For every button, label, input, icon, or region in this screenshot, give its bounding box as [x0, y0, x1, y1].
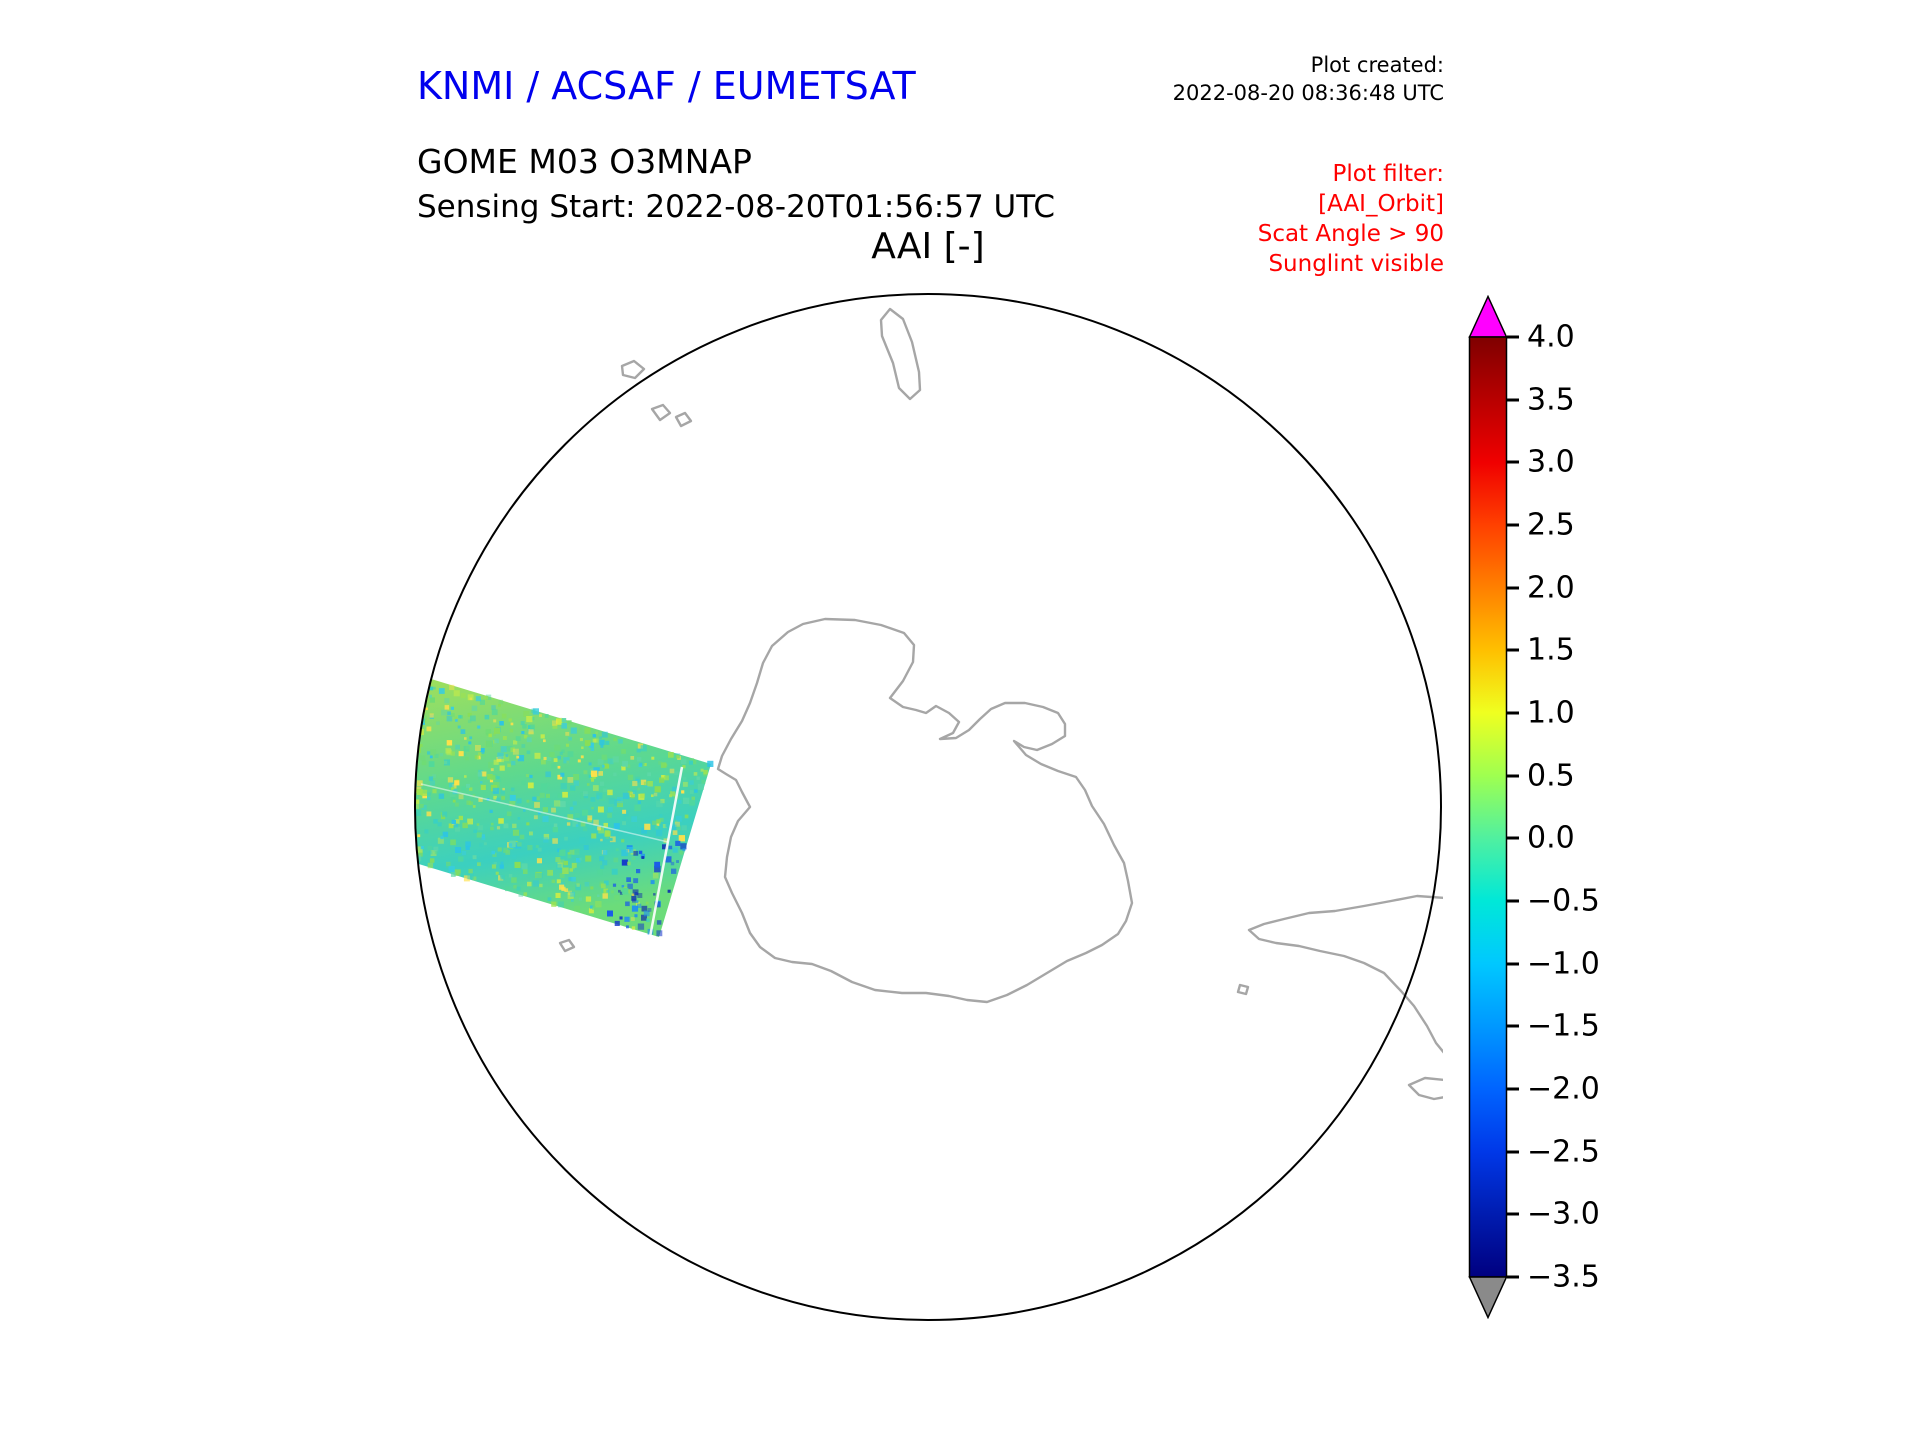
colorbar-tick-mark [1507, 711, 1519, 715]
colorbar-ticks: 4.0 3.5 3.0 2.5 2.0 1.5 1.0 0.5 0.0 −0.5 −1.0 −1.5 −… [1507, 320, 1677, 1295]
colorbar-tick-label: 4.0 [1527, 319, 1575, 355]
colorbar-tick-mark [1507, 836, 1519, 840]
org-title: KNMI / ACSAF / EUMETSAT [417, 64, 916, 108]
colorbar-tick-label: 3.0 [1527, 444, 1575, 480]
colorbar-tick-mark [1507, 586, 1519, 590]
colorbar-tick-label: −1.0 [1527, 946, 1600, 982]
colorbar-tick: −3.0 [1507, 1197, 1600, 1232]
sensing-start: Sensing Start: 2022-08-20T01:56:57 UTC [417, 189, 1055, 225]
colorbar-tick-mark [1507, 1212, 1519, 1216]
plot-created: Plot created: 2022-08-20 08:36:48 UTC [1173, 52, 1444, 107]
product-title: GOME M03 O3MNAP [417, 142, 752, 181]
colorbar-over-arrow [1468, 295, 1508, 338]
colorbar-tick-mark [1507, 962, 1519, 966]
colorbar-tick-label: −2.0 [1527, 1071, 1600, 1107]
colorbar-tick: 3.0 [1507, 445, 1575, 480]
island-outline-north [879, 307, 922, 401]
colorbar-tick-mark [1507, 398, 1519, 402]
colorbar-tick-label: −2.5 [1527, 1134, 1600, 1170]
colorbar-tick-mark [1507, 1087, 1519, 1091]
colorbar-tick-label: 2.5 [1527, 507, 1575, 543]
colorbar-tick-label: −3.5 [1527, 1259, 1600, 1295]
colorbar-tick-label: 3.5 [1527, 382, 1575, 418]
colorbar-tick-mark [1507, 460, 1519, 464]
islet-outline [1236, 983, 1250, 996]
plot-created-label: Plot created: [1310, 53, 1444, 77]
island-outline-small-3 [674, 411, 693, 428]
colorbar-tick: −1.5 [1507, 1009, 1600, 1044]
colorbar-tick-mark [1507, 899, 1519, 903]
colorbar-tick-label: 1.5 [1527, 632, 1575, 668]
island-outline-small-1 [620, 359, 646, 380]
colorbar-tick: −1.0 [1507, 946, 1600, 981]
colorbar-tick-mark [1507, 1275, 1519, 1279]
colorbar-tick: 2.5 [1507, 508, 1575, 543]
polar-map-svg [414, 293, 1447, 1321]
colorbar-tick-label: −3.0 [1527, 1196, 1600, 1232]
colorbar-tick: −2.5 [1507, 1134, 1600, 1169]
colorbar-tick-mark [1507, 335, 1519, 339]
colorbar-tick: −3.5 [1507, 1260, 1600, 1295]
colorbar-tick: 4.0 [1507, 320, 1575, 355]
colorbar-gradient [1468, 336, 1508, 1278]
colorbar-tick: 3.5 [1507, 382, 1575, 417]
colorbar-tick: 0.5 [1507, 758, 1575, 793]
colorbar-tick-label: 0.5 [1527, 758, 1575, 794]
south-america-coastline [1247, 894, 1447, 1056]
colorbar: 4.0 3.5 3.0 2.5 2.0 1.5 1.0 0.5 0.0 −0.5 −1.0 −1.5 −… [1468, 295, 1688, 1325]
colorbar-tick-label: 2.0 [1527, 570, 1575, 606]
colorbar-tick-mark [1507, 648, 1519, 652]
colorbar-tick-label: −1.5 [1527, 1008, 1600, 1044]
colorbar-tick: −0.5 [1507, 884, 1600, 919]
filter-line: [AAI_Orbit] [1318, 190, 1444, 217]
colorbar-tick-mark [1507, 523, 1519, 527]
colorbar-tick: −2.0 [1507, 1072, 1600, 1107]
colorbar-under-arrow [1468, 1276, 1508, 1319]
filter-line: Sunglint visible [1268, 250, 1444, 277]
colorbar-tick: 1.5 [1507, 633, 1575, 668]
swath-speckles [415, 676, 714, 937]
colorbar-tick-label: −0.5 [1527, 883, 1600, 919]
colorbar-tick-label: 0.0 [1527, 820, 1575, 856]
colorbar-svg [1468, 295, 1508, 1319]
swath-gap-line-faint [420, 783, 669, 843]
colorbar-tick-mark [1507, 774, 1519, 778]
plot-created-time: 2022-08-20 08:36:48 UTC [1172, 80, 1444, 105]
colorbar-tick: 2.0 [1507, 570, 1575, 605]
colorbar-tick: 0.0 [1507, 821, 1575, 856]
colorbar-tick-mark [1507, 1024, 1519, 1028]
antarctica-coastline [716, 617, 1134, 1004]
colorbar-tick: 1.0 [1507, 696, 1575, 731]
plot-title: AAI [-] [871, 226, 985, 267]
island-outline-small-2 [650, 403, 672, 422]
swath-gap-line [648, 766, 684, 938]
colorbar-tick-label: 1.0 [1527, 695, 1575, 731]
colorbar-tick-mark [1507, 1150, 1519, 1154]
filter-line: Plot filter: [1332, 161, 1444, 187]
island-outline-small-4 [558, 938, 576, 953]
polar-map [413, 292, 1447, 1322]
plot-filter: Plot filter: [AAI_Orbit] Scat Angle > 90… [1258, 160, 1444, 280]
south-america-islands [1407, 1076, 1447, 1101]
filter-line: Scat Angle > 90 [1257, 220, 1444, 247]
map-boundary-circle [414, 293, 1442, 1321]
